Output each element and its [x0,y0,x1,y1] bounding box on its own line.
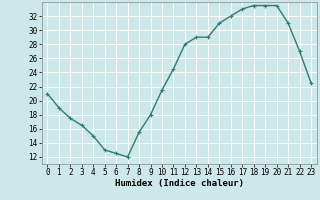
X-axis label: Humidex (Indice chaleur): Humidex (Indice chaleur) [115,179,244,188]
